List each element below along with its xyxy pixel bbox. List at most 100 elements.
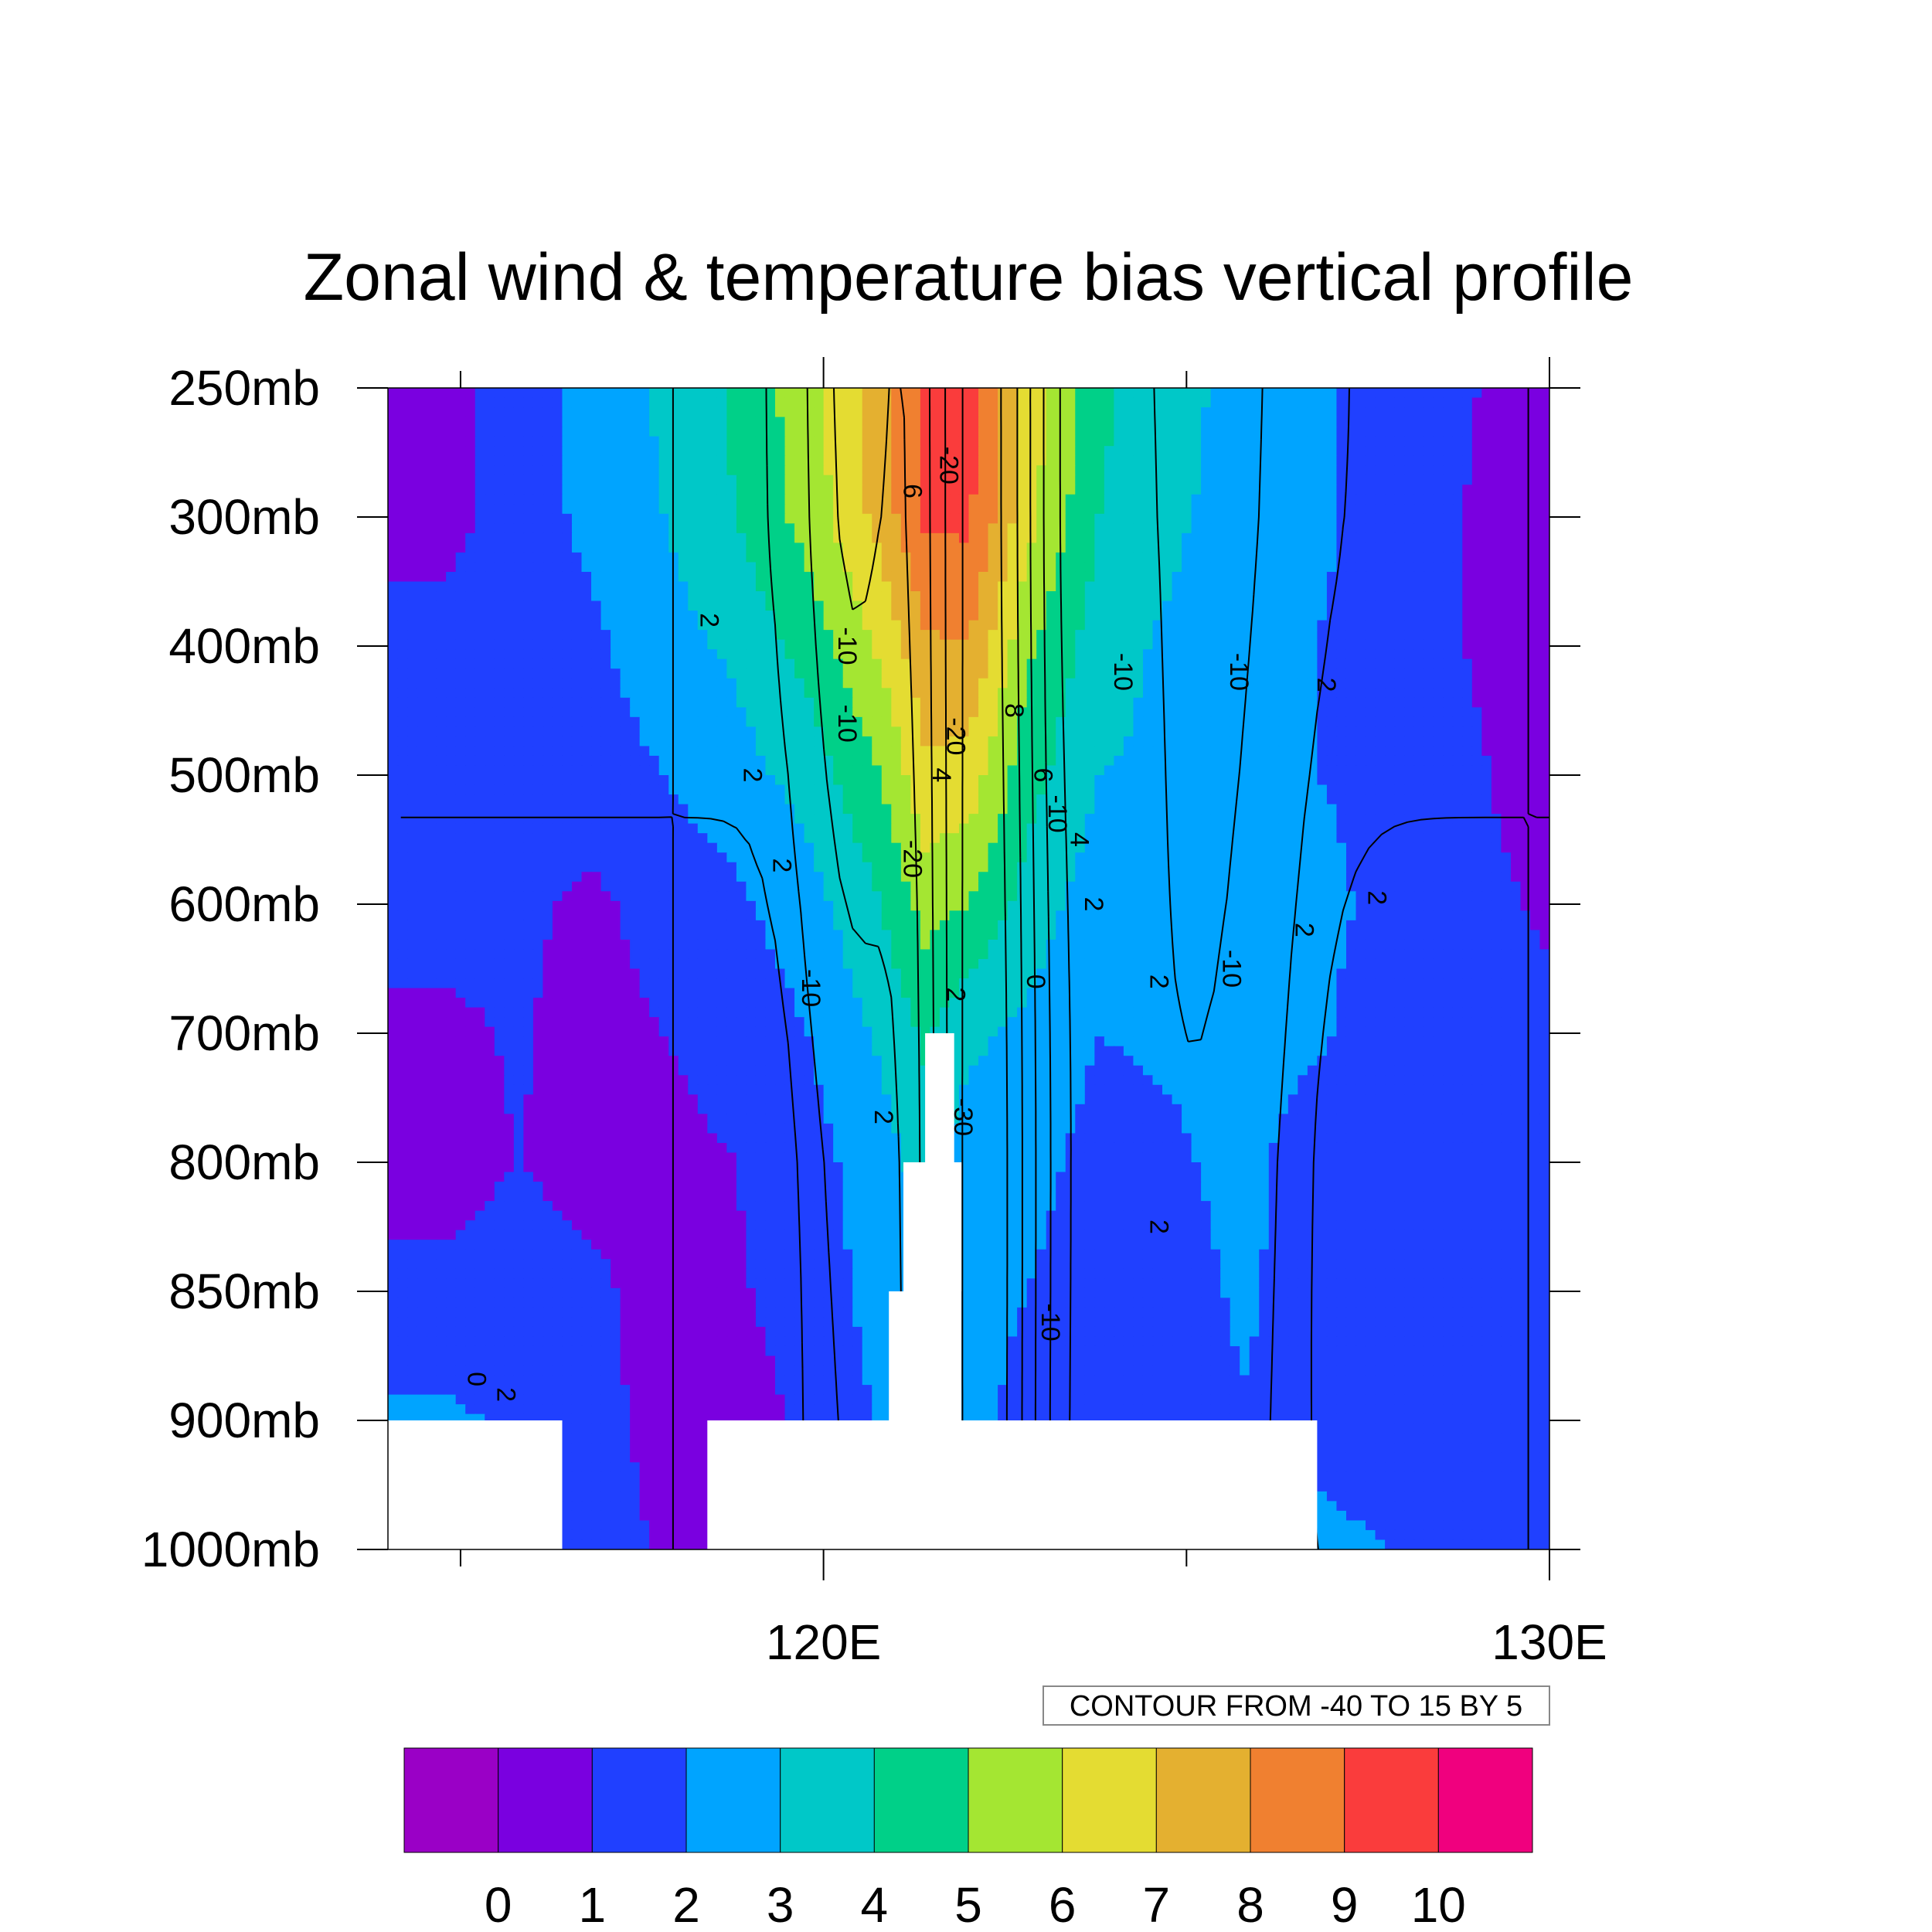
shade-cell xyxy=(842,630,854,641)
shade-cell xyxy=(513,765,525,776)
shade-cell xyxy=(862,485,873,495)
shade-cell xyxy=(968,552,979,563)
shade-cell xyxy=(794,658,805,670)
shade-cell xyxy=(1443,688,1454,699)
shade-cell xyxy=(1152,543,1163,553)
shade-cell xyxy=(552,591,563,602)
shade-cell xyxy=(1298,571,1308,583)
shade-cell xyxy=(1036,736,1047,747)
shade-cell xyxy=(1075,736,1086,747)
shade-cell xyxy=(891,784,902,795)
shade-cell xyxy=(397,532,408,544)
shade-cell xyxy=(1162,697,1173,709)
shade-cell xyxy=(1278,417,1289,427)
shade-cell xyxy=(833,600,844,611)
shade-cell xyxy=(1307,485,1318,495)
shade-cell xyxy=(513,494,525,505)
shade-cell xyxy=(1394,552,1405,563)
shade-cell xyxy=(920,552,931,563)
shade-cell xyxy=(1201,407,1212,418)
shade-cell xyxy=(1142,494,1154,505)
shade-cell xyxy=(1278,436,1289,447)
shade-cell xyxy=(988,455,998,466)
shade-cell xyxy=(1433,697,1444,709)
shade-cell xyxy=(1452,407,1464,418)
shade-cell xyxy=(436,552,447,563)
shade-cell xyxy=(930,523,940,534)
shade-cell xyxy=(862,765,873,776)
shade-cell xyxy=(474,485,486,495)
shade-cell xyxy=(427,600,437,611)
shade-cell xyxy=(446,407,457,418)
shade-cell xyxy=(417,427,427,437)
shade-cell xyxy=(1404,571,1415,583)
shade-cell xyxy=(1529,543,1541,553)
shade-cell xyxy=(1491,532,1502,544)
shade-cell xyxy=(1133,562,1144,573)
shade-cell xyxy=(862,543,873,553)
shade-cell xyxy=(1133,736,1144,747)
shade-cell xyxy=(678,716,689,728)
shade-cell xyxy=(872,726,883,737)
shade-cell xyxy=(881,688,893,699)
shade-cell xyxy=(1336,427,1347,437)
shade-cell xyxy=(688,504,699,515)
shade-cell xyxy=(1385,562,1396,573)
shade-cell xyxy=(1413,755,1424,767)
shade-cell xyxy=(1191,726,1202,737)
shade-cell xyxy=(1220,668,1231,679)
shade-cell xyxy=(833,417,844,427)
shade-cell xyxy=(1471,746,1483,757)
shade-cell xyxy=(1056,417,1066,427)
shade-cell xyxy=(958,678,970,689)
shade-cell xyxy=(532,455,544,466)
shade-cell xyxy=(562,417,573,427)
shade-cell xyxy=(804,552,815,563)
shade-cell xyxy=(1026,494,1037,505)
shade-cell xyxy=(958,716,970,728)
shade-cell xyxy=(1065,465,1077,476)
shade-cell xyxy=(562,397,573,408)
shade-cell xyxy=(823,726,834,737)
shade-cell xyxy=(1520,707,1531,718)
shade-cell xyxy=(523,446,534,457)
shade-cell xyxy=(1123,523,1134,534)
shade-cell xyxy=(998,474,1009,486)
shade-cell xyxy=(1104,591,1115,602)
shade-cell xyxy=(1152,639,1163,650)
shade-cell xyxy=(1094,581,1105,592)
shade-cell xyxy=(872,407,883,418)
shade-cell xyxy=(726,688,737,699)
shade-cell xyxy=(949,736,960,747)
shade-cell xyxy=(988,523,998,534)
shade-cell xyxy=(417,639,427,650)
shade-cell xyxy=(930,571,940,583)
shade-cell xyxy=(1481,417,1492,427)
shade-cell xyxy=(1336,446,1347,457)
shade-cell xyxy=(1104,697,1115,709)
shade-cell xyxy=(504,494,515,505)
shade-cell xyxy=(697,436,709,447)
shade-cell xyxy=(474,755,486,767)
shade-cell xyxy=(504,427,515,437)
shade-cell xyxy=(823,552,834,563)
shade-cell xyxy=(784,436,795,447)
shade-cell xyxy=(494,465,505,476)
shade-cell xyxy=(697,697,709,709)
shade-cell xyxy=(1036,726,1047,737)
shade-cell xyxy=(998,455,1009,466)
shade-cell xyxy=(591,417,602,427)
shade-cell xyxy=(1385,697,1396,709)
shade-cell xyxy=(1307,446,1318,457)
shade-cell xyxy=(891,436,902,447)
shade-cell xyxy=(755,611,767,621)
shade-cell xyxy=(1539,543,1549,553)
shade-cell xyxy=(1413,417,1424,427)
shade-cell xyxy=(900,697,912,709)
shade-cell xyxy=(1104,746,1115,757)
shade-cell xyxy=(1345,697,1357,709)
shade-cell xyxy=(1094,504,1105,515)
shade-cell xyxy=(697,784,709,795)
shade-cell xyxy=(1084,716,1096,728)
shade-cell xyxy=(552,562,563,573)
